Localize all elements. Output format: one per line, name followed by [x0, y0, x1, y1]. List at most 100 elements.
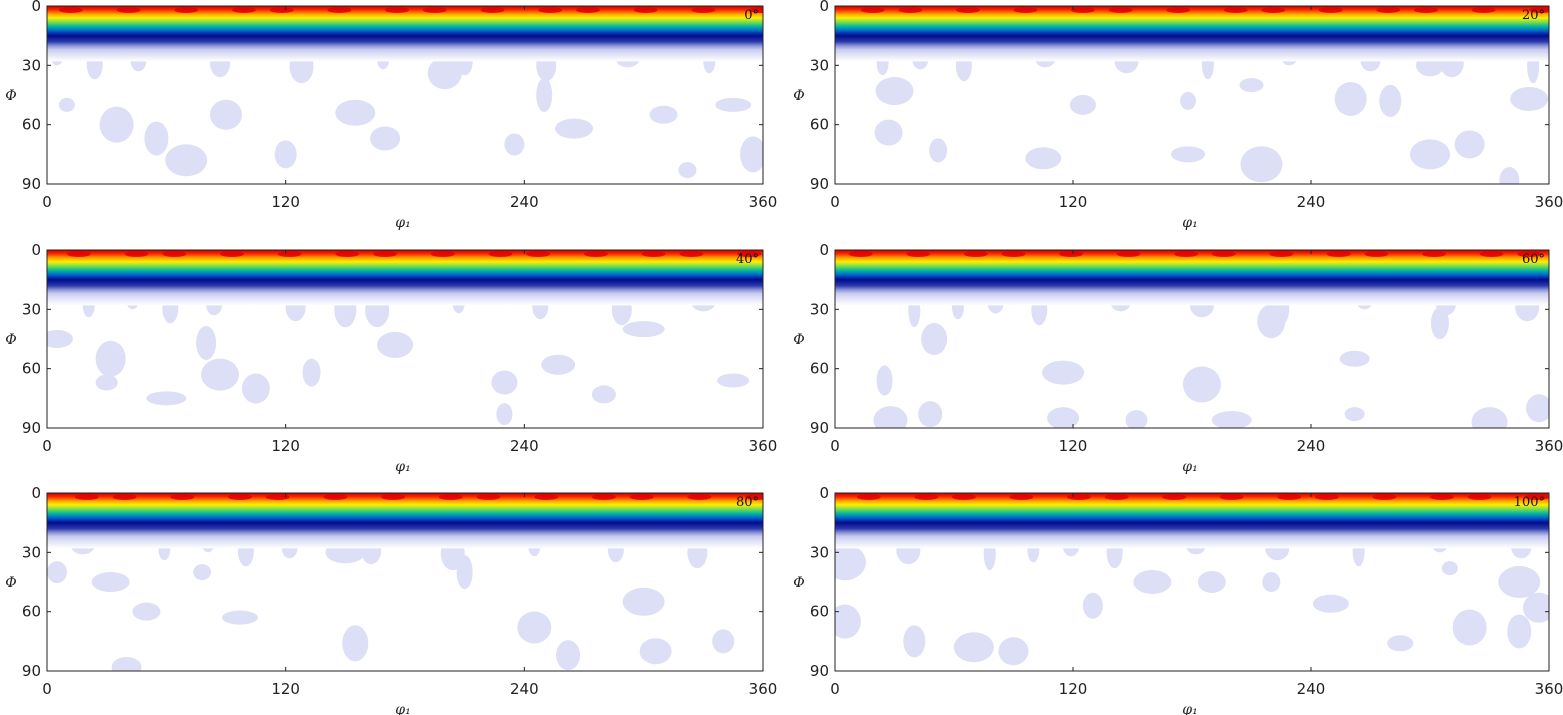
blob-2 [873, 406, 908, 428]
blob-8 [556, 640, 581, 671]
peak-13 [745, 493, 763, 500]
x-tick-label: 360 [749, 437, 778, 455]
peak-0 [74, 493, 99, 500]
blob-3 [95, 340, 126, 377]
x-tick-label: 240 [1297, 437, 1326, 455]
blob-10 [1379, 84, 1402, 117]
peak-1 [914, 493, 939, 500]
y-tick-label: 90 [810, 419, 829, 437]
blob-7 [1239, 78, 1264, 93]
y-axis-title: Φ [5, 575, 16, 591]
y-tick-label: 60 [22, 116, 41, 134]
y-tick-label: 60 [810, 360, 829, 378]
peak-5 [335, 250, 360, 257]
peak-0 [58, 6, 83, 13]
x-tick-label: 0 [42, 193, 52, 211]
blob-2 [146, 391, 187, 406]
blob-5 [274, 140, 297, 169]
peak-11 [1414, 6, 1439, 13]
peak-6 [1166, 6, 1191, 13]
x-axis-title: φ₁ [1182, 459, 1197, 475]
peak-12 [691, 6, 716, 13]
peak-11 [629, 493, 654, 500]
peak-2 [170, 493, 195, 500]
peak-5 [1116, 250, 1141, 257]
y-tick-label: 0 [819, 241, 829, 259]
axes-frame [834, 249, 1550, 429]
blob-6 [335, 99, 376, 126]
peak-9 [1326, 250, 1351, 257]
peak-12 [1467, 493, 1492, 500]
blob-11 [712, 629, 735, 654]
blob-5 [1082, 592, 1103, 619]
blob-2 [929, 138, 948, 163]
blob-7 [517, 611, 552, 644]
peak-2 [174, 6, 199, 13]
intensity-band [47, 250, 763, 306]
peak-8 [1261, 6, 1286, 13]
section-label: 80° [736, 495, 759, 510]
y-tick-label: 60 [22, 360, 41, 378]
peak-1 [898, 6, 923, 13]
peak-13 [1529, 6, 1549, 13]
blob-8 [1240, 146, 1283, 183]
y-tick-label: 0 [31, 241, 41, 259]
peak-12 [1471, 6, 1496, 13]
axes-frame [46, 492, 764, 672]
blob-11 [678, 162, 697, 179]
peak-3 [1001, 250, 1026, 257]
blob-2 [144, 121, 169, 156]
blob-9 [1334, 81, 1367, 116]
peak-8 [480, 6, 505, 13]
blob-3 [953, 632, 994, 663]
peak-12 [687, 493, 712, 500]
peak-7 [1223, 6, 1248, 13]
blob-0 [58, 97, 75, 112]
panel-2: 0 120 240 360 0 30 60 90 φ₁ Φ 40° [5, 241, 777, 475]
peak-0 [856, 493, 881, 500]
blob-6 [241, 373, 270, 404]
peak-2 [951, 493, 976, 500]
blob-0 [921, 323, 948, 355]
x-axis-title: φ₁ [395, 459, 410, 475]
peak-4 [265, 493, 290, 500]
peak-5 [1108, 6, 1133, 13]
blob-5 [1180, 91, 1197, 110]
peak-9 [1318, 6, 1343, 13]
peak-3 [227, 493, 252, 500]
axes-frame [46, 5, 764, 185]
y-axis-title: Φ [5, 332, 16, 348]
y-tick-label: 90 [22, 175, 41, 193]
peak-7 [1219, 493, 1244, 500]
blob-1 [874, 119, 903, 146]
peak-0 [860, 6, 885, 13]
peak-10 [1364, 250, 1389, 257]
peak-4 [269, 6, 294, 13]
blob-5 [1047, 407, 1080, 428]
x-tick-label: 240 [1297, 680, 1326, 698]
blob-10 [1182, 366, 1221, 403]
peak-4 [1070, 6, 1095, 13]
blob-4 [998, 637, 1029, 666]
y-tick-label: 30 [810, 300, 829, 318]
blob-0 [47, 561, 67, 584]
y-tick-label: 60 [22, 603, 41, 621]
x-tick-label: 240 [510, 437, 539, 455]
blob-15 [1523, 592, 1549, 623]
blob-2 [132, 602, 161, 621]
peak-2 [955, 6, 980, 13]
y-tick-label: 30 [22, 56, 41, 74]
blob-10 [639, 638, 672, 665]
x-tick-label: 0 [42, 680, 52, 698]
blob-4 [196, 325, 217, 360]
peak-9 [526, 250, 551, 257]
blob-13 [1471, 407, 1508, 428]
peak-13 [737, 250, 762, 257]
peak-1 [124, 250, 149, 257]
y-tick-label: 30 [22, 300, 41, 318]
blob-7 [1197, 571, 1226, 593]
blob-9 [622, 587, 665, 616]
peak-4 [277, 250, 302, 257]
y-tick-label: 0 [31, 484, 41, 502]
panel-5: 0 120 240 360 0 30 60 90 φ₁ Φ 100° [793, 484, 1563, 715]
